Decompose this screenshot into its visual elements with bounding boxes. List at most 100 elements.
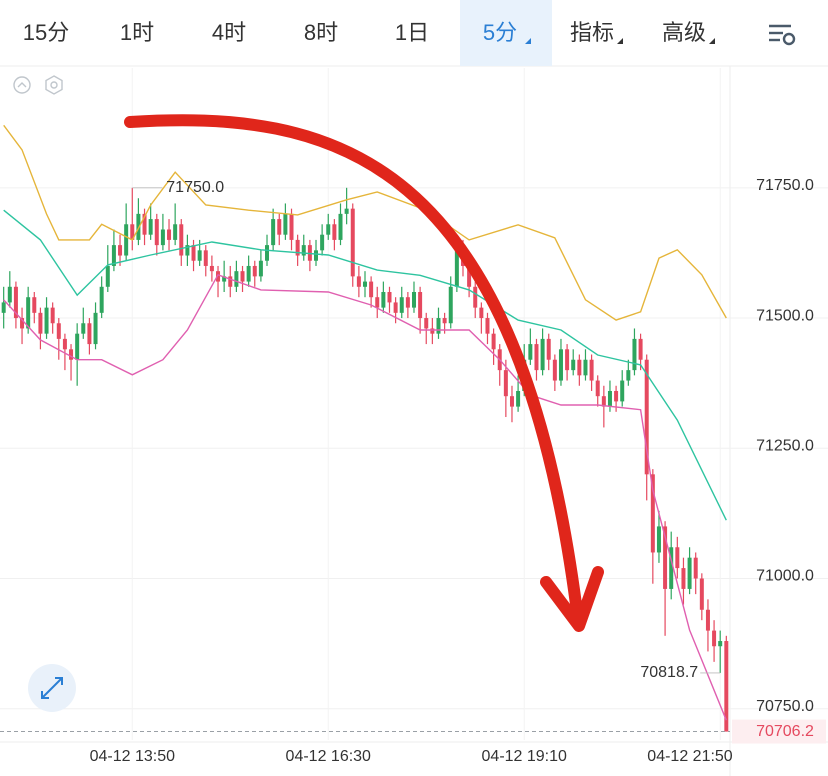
candle-body (50, 307, 55, 324)
candle-body (185, 245, 190, 256)
candle-body (216, 271, 221, 282)
candle-body (228, 276, 233, 287)
candle-body (314, 250, 319, 261)
candle-body (258, 260, 263, 277)
arrow-shaft (124, 114, 584, 626)
candle-body (13, 286, 18, 319)
candle-body (222, 276, 227, 282)
collapse-glyph (17, 82, 27, 88)
candle-body (589, 359, 594, 381)
tab-bar: 15分 1时 4时 8时 1日 5分 指标 高级 (0, 0, 828, 67)
candle-body (344, 208, 349, 214)
candle-body (473, 286, 478, 308)
candle-body (675, 547, 680, 569)
candle-body (565, 349, 570, 371)
tab-label[interactable]: 1日 (395, 20, 429, 45)
candle-body (669, 547, 674, 589)
candle-body (167, 229, 172, 240)
tab-label[interactable]: 1时 (120, 20, 154, 45)
min-annotation: 70818.7 (640, 664, 698, 681)
chart-tools (13, 75, 63, 95)
candle-body (693, 557, 698, 579)
collapse-icon[interactable] (13, 76, 31, 94)
candle-body (320, 234, 325, 251)
candle-body (699, 578, 704, 610)
active-tab-bg (460, 0, 552, 66)
candle-body (467, 265, 472, 287)
candle-body (265, 245, 270, 261)
settings-small-icon[interactable] (45, 75, 63, 95)
band-line (3, 209, 727, 521)
tab-label[interactable]: 4时 (212, 20, 246, 45)
candle-body (338, 213, 343, 240)
candle-body (534, 344, 539, 371)
candle-body (718, 641, 723, 647)
candle-body (626, 370, 631, 381)
tab-label[interactable]: 5分 (483, 20, 517, 45)
candle-body (399, 297, 404, 313)
settings-icon[interactable] (769, 24, 796, 46)
candle-body (191, 245, 196, 261)
candle-body (75, 333, 80, 360)
tab-label[interactable]: 8时 (304, 20, 338, 45)
candle-body (301, 245, 306, 256)
expand-button[interactable] (28, 664, 76, 712)
candle-body (656, 526, 661, 553)
candle-body (509, 396, 514, 407)
candle-body (448, 286, 453, 324)
candle-body (56, 323, 61, 339)
y-tick-label: 70750.0 (756, 698, 814, 715)
candle-body (620, 380, 625, 402)
candle-body (62, 338, 67, 350)
candle-body (601, 396, 606, 407)
candle-body (105, 265, 110, 287)
candle-body (69, 349, 74, 360)
candle-body (26, 297, 31, 329)
candle-body (154, 219, 159, 246)
candle-body (93, 312, 98, 345)
last-price-label: 70706.2 (756, 723, 814, 740)
candle-body (546, 338, 551, 360)
candle-body (148, 219, 153, 235)
arrow-head (540, 566, 604, 632)
candle-body (7, 286, 12, 303)
tab-label[interactable]: 高级 (662, 20, 706, 45)
candle-body (485, 318, 490, 334)
y-tick-label: 71250.0 (756, 437, 814, 454)
tab-label[interactable]: 指标 (570, 20, 614, 45)
candle-body (99, 286, 104, 313)
candle-body (583, 359, 588, 376)
candle-body (503, 370, 508, 397)
candle-body (411, 292, 416, 308)
settings-small-dot (50, 81, 58, 89)
candle-body (350, 208, 355, 277)
candle-body (644, 359, 649, 475)
candle-body (363, 281, 367, 287)
candle-body (289, 213, 294, 240)
candle-body (632, 338, 637, 371)
candle-body (369, 281, 374, 298)
candle-body (491, 333, 496, 350)
candle-body (405, 297, 410, 308)
candle-body (1, 302, 6, 313)
candle-body (38, 312, 43, 334)
dropdown-caret (709, 38, 715, 44)
candle-body (436, 318, 441, 334)
candle-body (430, 328, 435, 334)
candle-body (32, 297, 37, 313)
candle-body (663, 526, 668, 589)
x-tick-label: 04-12 13:50 (90, 748, 176, 765)
candle-body (197, 250, 202, 261)
y-tick-label: 71750.0 (756, 177, 814, 194)
tab-label[interactable]: 15分 (23, 20, 69, 45)
candle-body (375, 297, 380, 308)
candle-body (44, 307, 49, 334)
candle-body (516, 390, 521, 407)
candle-body (614, 390, 619, 402)
plot-area: 70750.0 71000.0 71250.0 71500.0 71750.0 04-12… (0, 66, 828, 776)
candle-body (528, 344, 533, 360)
candle-body (118, 245, 123, 256)
candle-body (173, 224, 178, 240)
